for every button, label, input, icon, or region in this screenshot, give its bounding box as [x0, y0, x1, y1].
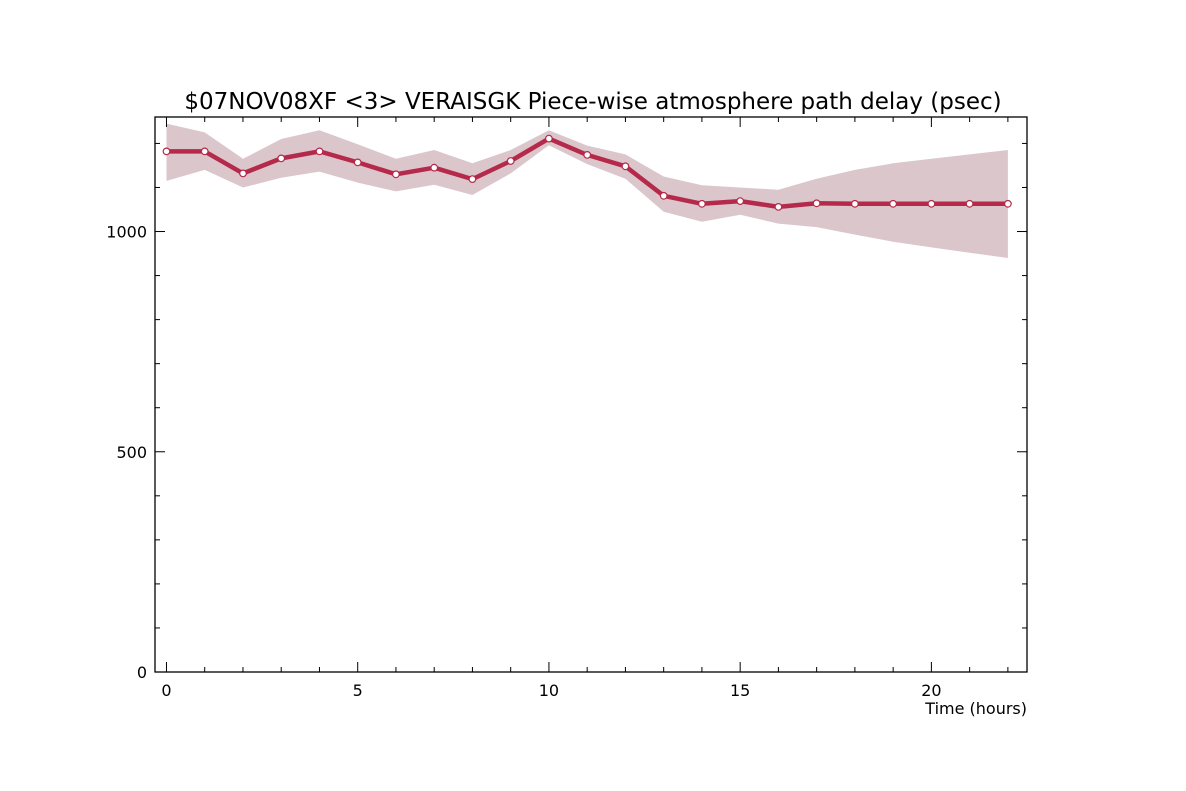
axis-tick-labels: 0 5 10 15 20 0 500 1000 [106, 223, 941, 700]
data-point [162, 147, 171, 156]
data-point [812, 199, 821, 208]
y-tick-label: 500 [116, 443, 147, 462]
data-point [545, 134, 553, 143]
data-point [621, 162, 630, 171]
data-point [851, 199, 859, 208]
x-tick-label: 15 [730, 681, 750, 700]
data-point [659, 191, 668, 200]
x-axis-label: Time (hours) [924, 699, 1027, 718]
data-point [736, 197, 745, 206]
data-point [927, 199, 936, 208]
x-tick-label: 10 [539, 681, 559, 700]
error-band [166, 123, 1008, 258]
data-point [698, 199, 706, 208]
data-point [965, 199, 974, 208]
chart-title: $07NOV08XF <3> VERAISGK Piece-wise atmos… [184, 89, 1001, 115]
data-point [353, 158, 362, 167]
data-point [315, 147, 324, 156]
y-tick-label: 0 [137, 663, 147, 682]
data-point [506, 157, 515, 165]
data-point [200, 147, 209, 156]
x-tick-label: 20 [921, 681, 941, 700]
data-point [392, 170, 400, 179]
data-point [239, 169, 247, 178]
axis-ticks [155, 117, 1027, 673]
data-point [277, 154, 286, 163]
data-point [1004, 199, 1012, 208]
data-point [774, 202, 783, 211]
data-point [430, 163, 439, 172]
error-band-layer [166, 123, 1008, 258]
y-tick-label: 1000 [106, 223, 147, 242]
data-point [468, 175, 477, 184]
data-point [889, 199, 897, 208]
x-tick-label: 5 [353, 681, 363, 700]
x-tick-label: 0 [161, 681, 171, 700]
data-point [583, 150, 592, 159]
data-point-layer [162, 134, 1012, 211]
plot-frame [154, 116, 1028, 673]
